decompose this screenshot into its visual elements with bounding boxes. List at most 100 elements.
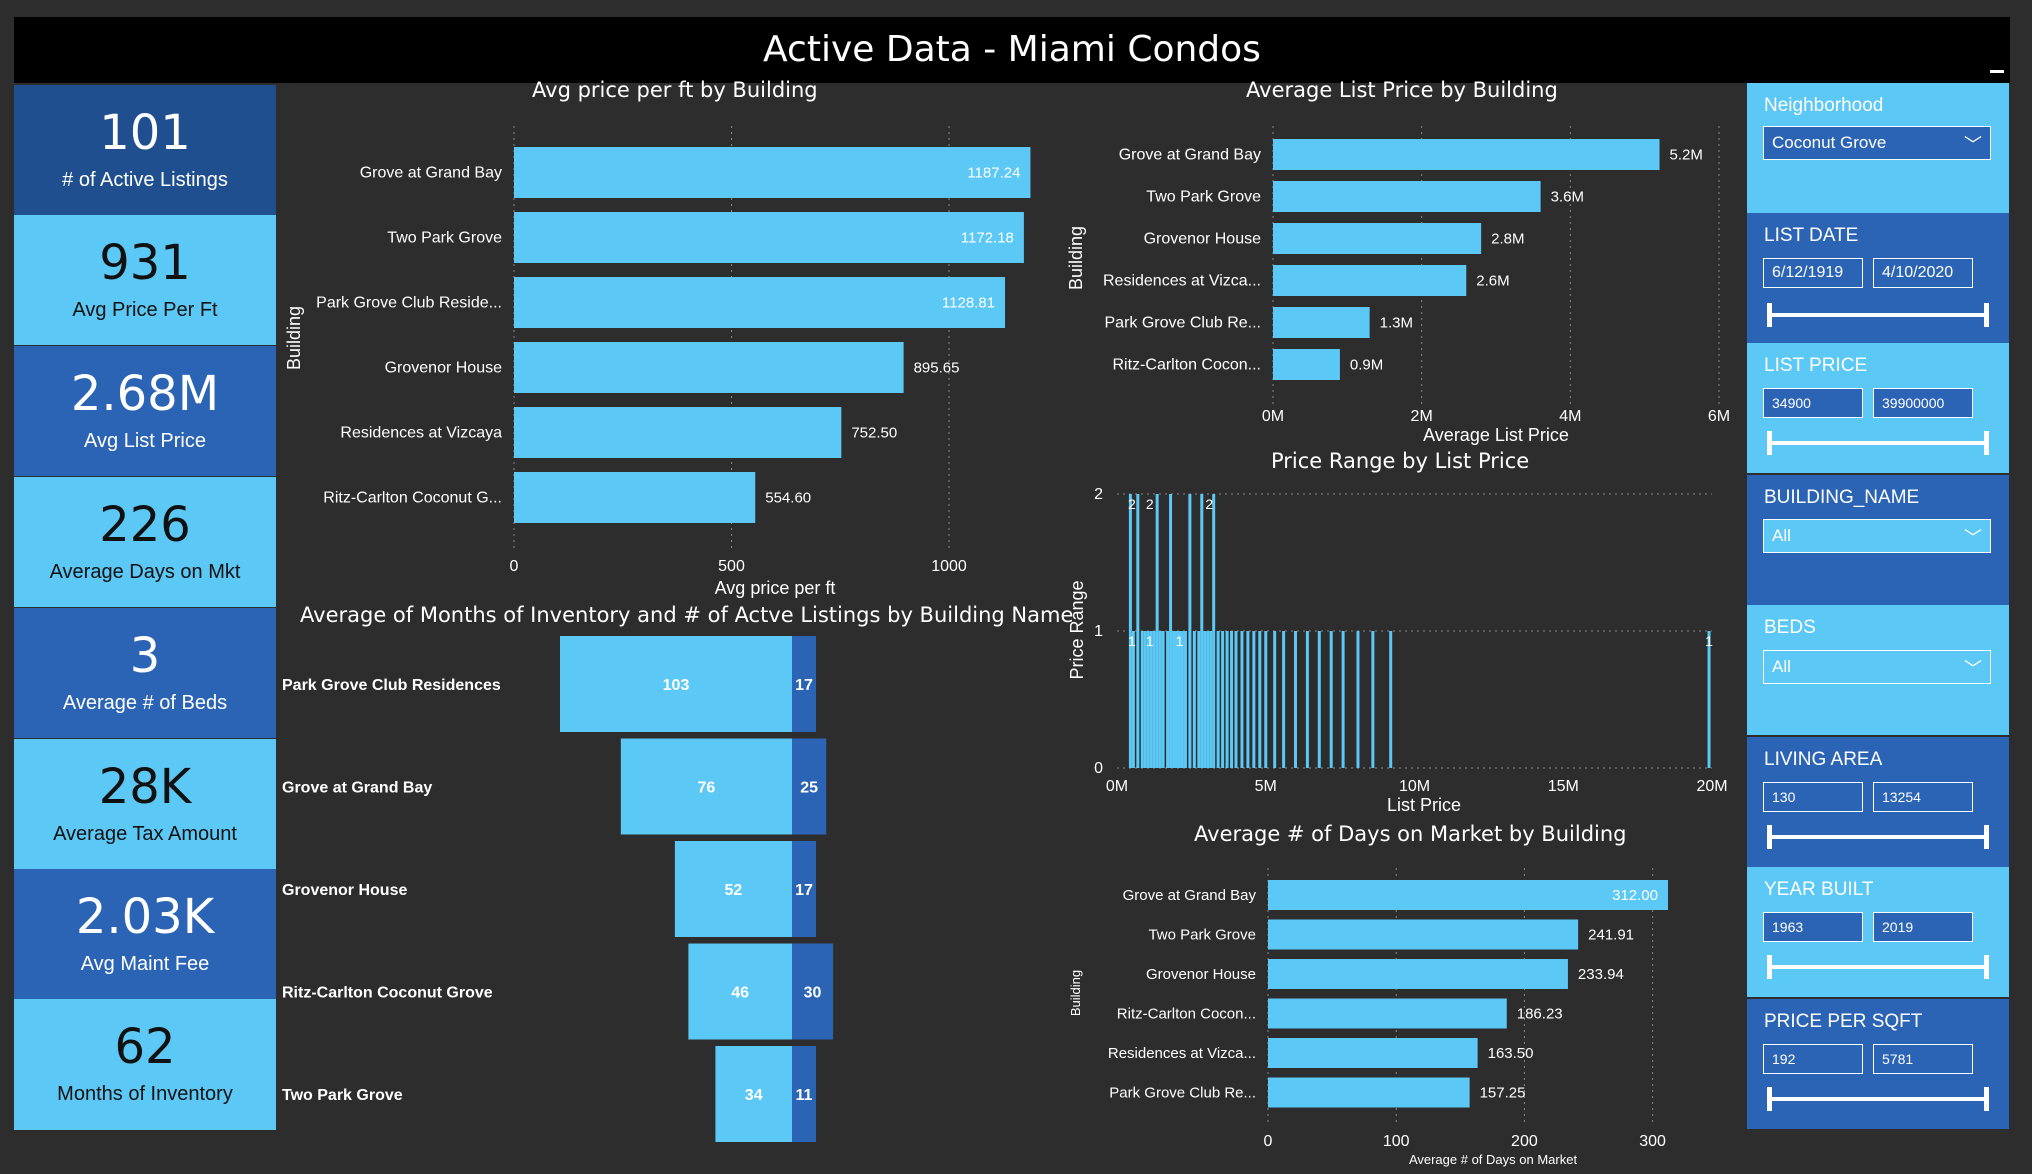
x-axis-title: Avg price per ft xyxy=(715,578,836,598)
category-label: Park Grove Club Re... xyxy=(1105,315,1262,332)
price-per-sqft-slider-min-handle[interactable] xyxy=(1767,1087,1772,1111)
y-tick-label: 0 xyxy=(1094,760,1103,777)
kpi-label: Months of Inventory xyxy=(57,1083,233,1105)
x-tick-label: 0M xyxy=(1106,778,1128,795)
slicer-title: LIVING AREA xyxy=(1764,749,1883,770)
category-label: Grovenor House xyxy=(1146,966,1256,983)
living-area-slider-min-handle[interactable] xyxy=(1767,825,1772,849)
year-built-to-input[interactable]: 2019 xyxy=(1873,912,1973,942)
x-axis-title: List Price xyxy=(1387,795,1461,815)
bar xyxy=(1356,631,1360,768)
data-label: 34 xyxy=(745,1087,763,1104)
data-label: 157.25 xyxy=(1480,1085,1526,1102)
bar xyxy=(514,212,1024,263)
bar-right xyxy=(792,636,816,732)
bar xyxy=(1234,631,1238,768)
data-label: 1128.81 xyxy=(942,295,995,312)
bar xyxy=(1212,494,1216,768)
neighborhood-dropdown[interactable]: Coconut Grove ﹀ xyxy=(1763,126,1991,160)
dropdown-value: Coconut Grove xyxy=(1772,133,1887,152)
kpi-label: Avg List Price xyxy=(84,430,206,452)
bar xyxy=(1707,631,1711,768)
price-per-sqft-slider[interactable] xyxy=(1767,1097,1989,1101)
x-tick-label: 20M xyxy=(1696,778,1727,795)
beds-dropdown[interactable]: All ﹀ xyxy=(1763,650,1991,684)
year-built-from-input[interactable]: 1963 xyxy=(1763,912,1863,942)
x-tick-label: 10M xyxy=(1399,778,1430,795)
slicer-building-name: BUILDING_NAME All ﹀ xyxy=(1747,475,2009,605)
data-label: 163.50 xyxy=(1488,1045,1534,1062)
kpi-label: Avg Maint Fee xyxy=(80,953,210,975)
list-price-from-input[interactable]: 34900 xyxy=(1763,388,1863,418)
data-label: 1187.24 xyxy=(967,165,1020,182)
bar-right xyxy=(792,1046,816,1142)
living-area-from-input[interactable]: 130 xyxy=(1763,782,1863,812)
category-label: Residences at Vizca... xyxy=(1103,273,1261,290)
bar xyxy=(1246,631,1250,768)
kpi-card-months-of-inventory: 62 Months of Inventory xyxy=(14,999,276,1130)
living-area-to-input[interactable]: 13254 xyxy=(1873,782,1973,812)
building-name-dropdown[interactable]: All ﹀ xyxy=(1763,519,1991,553)
kpi-card-active-listings: 101 # of Active Listings xyxy=(14,85,276,215)
list-date-slider-max-handle[interactable] xyxy=(1984,303,1989,327)
bar xyxy=(1273,265,1467,296)
avg-list-price-chart: 0M 2M 4M 6M Grove at Grand Bay 5.2M Two Park G… xyxy=(1066,126,1730,445)
year-built-slider-min-handle[interactable] xyxy=(1767,955,1772,979)
minimize-icon[interactable] xyxy=(1990,70,2004,73)
year-built-slider-max-handle[interactable] xyxy=(1984,955,1989,979)
kpi-label: Average Days on Mkt xyxy=(49,561,241,583)
x-tick-label: 0 xyxy=(1264,1133,1273,1150)
avg-price-per-ft-chart: 0 500 1000 Grove at Grand Bay 1187.24 Two Par… xyxy=(284,126,1031,598)
list-price-slider-min-handle[interactable] xyxy=(1767,431,1772,455)
bar xyxy=(1169,494,1173,768)
category-label: Grove at Grand Bay xyxy=(282,780,432,797)
slicer-title: BEDS xyxy=(1764,617,1816,638)
data-label: 1.3M xyxy=(1380,315,1413,332)
year-built-slider[interactable] xyxy=(1767,965,1989,969)
bar xyxy=(1268,998,1507,1029)
bar xyxy=(1177,631,1181,768)
bar-right xyxy=(792,841,816,937)
living-area-slider[interactable] xyxy=(1767,835,1989,839)
x-tick-label: 2M xyxy=(1411,408,1433,425)
bar xyxy=(1128,494,1132,768)
x-tick-label: 6M xyxy=(1708,408,1730,425)
list-date-from-input[interactable]: 6/12/1919 xyxy=(1763,258,1863,288)
kpi-value: 931 xyxy=(99,235,191,291)
chart-title-avg-price-per-ft: Avg price per ft by Building xyxy=(532,78,818,102)
category-label: Ritz-Carlton Cocon... xyxy=(1117,1006,1256,1023)
x-axis-title: Average List Price xyxy=(1423,425,1569,445)
list-price-slider[interactable] xyxy=(1767,441,1989,445)
bar xyxy=(1268,959,1568,989)
list-date-slider[interactable] xyxy=(1767,313,1989,317)
bar xyxy=(1305,631,1309,768)
kpi-value: 226 xyxy=(99,497,191,553)
list-date-to-input[interactable]: 4/10/2020 xyxy=(1873,258,1973,288)
list-date-slider-min-handle[interactable] xyxy=(1767,303,1772,327)
bar xyxy=(1371,631,1375,768)
price-per-sqft-to-input[interactable]: 5781 xyxy=(1873,1044,1973,1074)
bar xyxy=(1268,1038,1478,1068)
data-label: 233.94 xyxy=(1578,966,1624,983)
bar-left xyxy=(674,841,792,937)
price-per-sqft-slider-max-handle[interactable] xyxy=(1984,1087,1989,1111)
data-label: 25 xyxy=(800,780,818,797)
bar xyxy=(1209,631,1213,768)
category-label: Ritz-Carlton Cocon... xyxy=(1113,357,1262,374)
report-title: Active Data - Miami Condos xyxy=(763,29,1261,70)
category-label: Grove at Grand Bay xyxy=(1123,887,1257,904)
bar-left xyxy=(560,636,792,732)
bar xyxy=(1264,631,1268,768)
bar xyxy=(1203,631,1207,768)
bar xyxy=(1143,631,1147,768)
list-price-slider-max-handle[interactable] xyxy=(1984,431,1989,455)
x-tick-label: 4M xyxy=(1559,408,1581,425)
bar xyxy=(1273,223,1482,254)
bar xyxy=(1225,631,1229,768)
y-axis-title: Building xyxy=(1066,226,1086,290)
price-per-sqft-from-input[interactable]: 192 xyxy=(1763,1044,1863,1074)
living-area-slider-max-handle[interactable] xyxy=(1984,825,1989,849)
slicer-beds: BEDS All ﹀ xyxy=(1747,605,2009,735)
kpi-card-avg-maint-fee: 2.03K Avg Maint Fee xyxy=(14,869,276,999)
list-price-to-input[interactable]: 39900000 xyxy=(1873,388,1973,418)
